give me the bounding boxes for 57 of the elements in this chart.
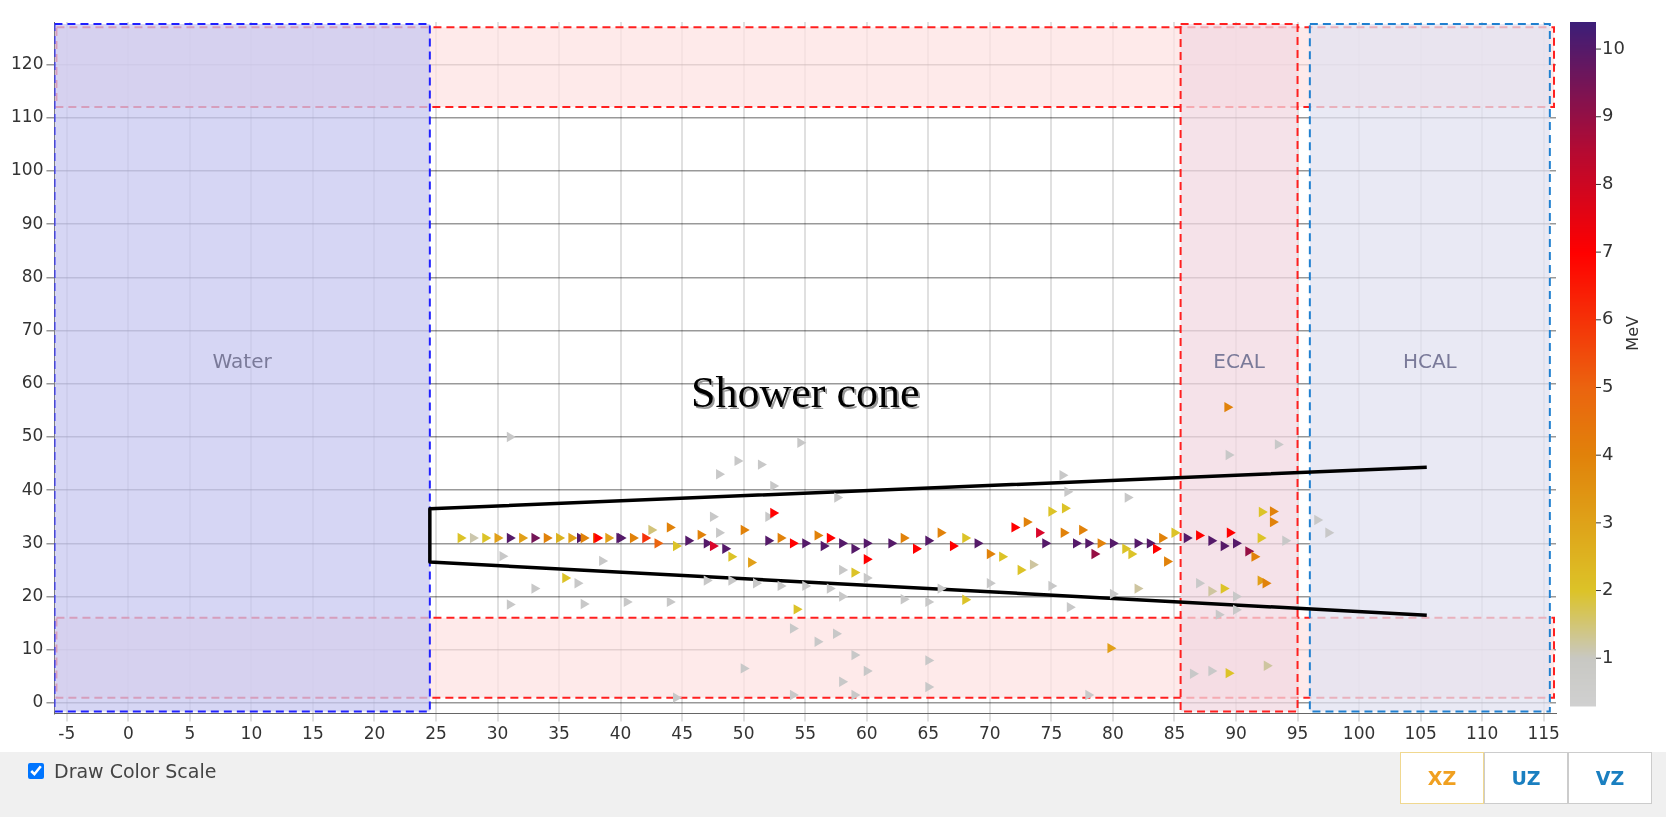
x-tick-label: 0 (122, 723, 134, 744)
x-tick-label: 105 (1404, 723, 1437, 744)
text: VZ (1568, 752, 1652, 804)
y-tick-label: 80 (21, 265, 44, 286)
color-bar-label: 7 (1602, 239, 1614, 261)
x-tick-label: 5 (184, 723, 196, 744)
x-tick-label: 45 (671, 723, 693, 744)
color-bar-label: 2 (1602, 578, 1614, 600)
color-bar-label: 10 (1602, 36, 1625, 58)
y-tick-label: 10 (21, 638, 44, 659)
x-tick-label: 40 (609, 723, 632, 744)
annotation: Shower cone (692, 370, 922, 420)
x-tick-label: 110 (1465, 723, 1499, 744)
text: XZ (1400, 752, 1484, 804)
x-tick-label: 70 (979, 723, 1001, 744)
x-tick-label: -5 (58, 723, 76, 744)
y-tick-label: 120 (10, 52, 44, 73)
y-tick-label: 50 (21, 425, 44, 446)
band-label: ECAL (1213, 348, 1266, 373)
color-bar-title: MeV (1623, 315, 1643, 351)
color-bar-label: 3 (1602, 510, 1614, 532)
y-tick-label: 100 (10, 159, 44, 180)
x-tick-label: 25 (425, 723, 447, 744)
x-tick-label: 100 (1342, 723, 1376, 744)
band-label: Water (212, 348, 273, 373)
x-tick-label: 65 (917, 723, 940, 744)
x-tick-label: 115 (1527, 723, 1560, 744)
x-tick-label: 20 (363, 723, 386, 744)
x-tick-label: 15 (302, 723, 324, 744)
x-tick-label: 55 (794, 723, 817, 744)
band-label: HCAL (1402, 348, 1458, 373)
y-tick-label: 0 (32, 691, 44, 712)
text: UZ (1484, 752, 1568, 804)
x-tick-label: 90 (1225, 723, 1247, 744)
color-bar-label: 9 (1602, 104, 1614, 126)
color-bar-label: 1 (1602, 645, 1614, 667)
x-tick-label: 85 (1163, 723, 1186, 744)
x-tick-label: 30 (486, 723, 509, 744)
y-tick-label: 70 (21, 318, 44, 339)
x-tick-label: 35 (548, 723, 570, 744)
x-tick-label: 95 (1286, 723, 1309, 744)
color-bar-label: 6 (1602, 307, 1614, 329)
x-tick-label: 50 (732, 723, 755, 744)
x-tick-label: 75 (1040, 723, 1063, 744)
color-bar-label: 8 (1602, 172, 1614, 194)
y-tick-label: 30 (21, 531, 44, 552)
y-tick-label: 60 (21, 372, 44, 393)
y-tick-label: 20 (21, 584, 44, 605)
x-tick-label: 10 (240, 723, 263, 744)
x-tick-label: 80 (1102, 723, 1124, 744)
y-tick-label: 40 (21, 478, 44, 499)
x-tick-label: 60 (855, 723, 878, 744)
text: Draw Color Scale (54, 760, 217, 782)
y-tick-label: 110 (10, 106, 44, 127)
y-tick-label: 90 (21, 212, 44, 233)
color-bar-label: 4 (1602, 442, 1614, 464)
color-bar-label: 5 (1602, 375, 1614, 397)
